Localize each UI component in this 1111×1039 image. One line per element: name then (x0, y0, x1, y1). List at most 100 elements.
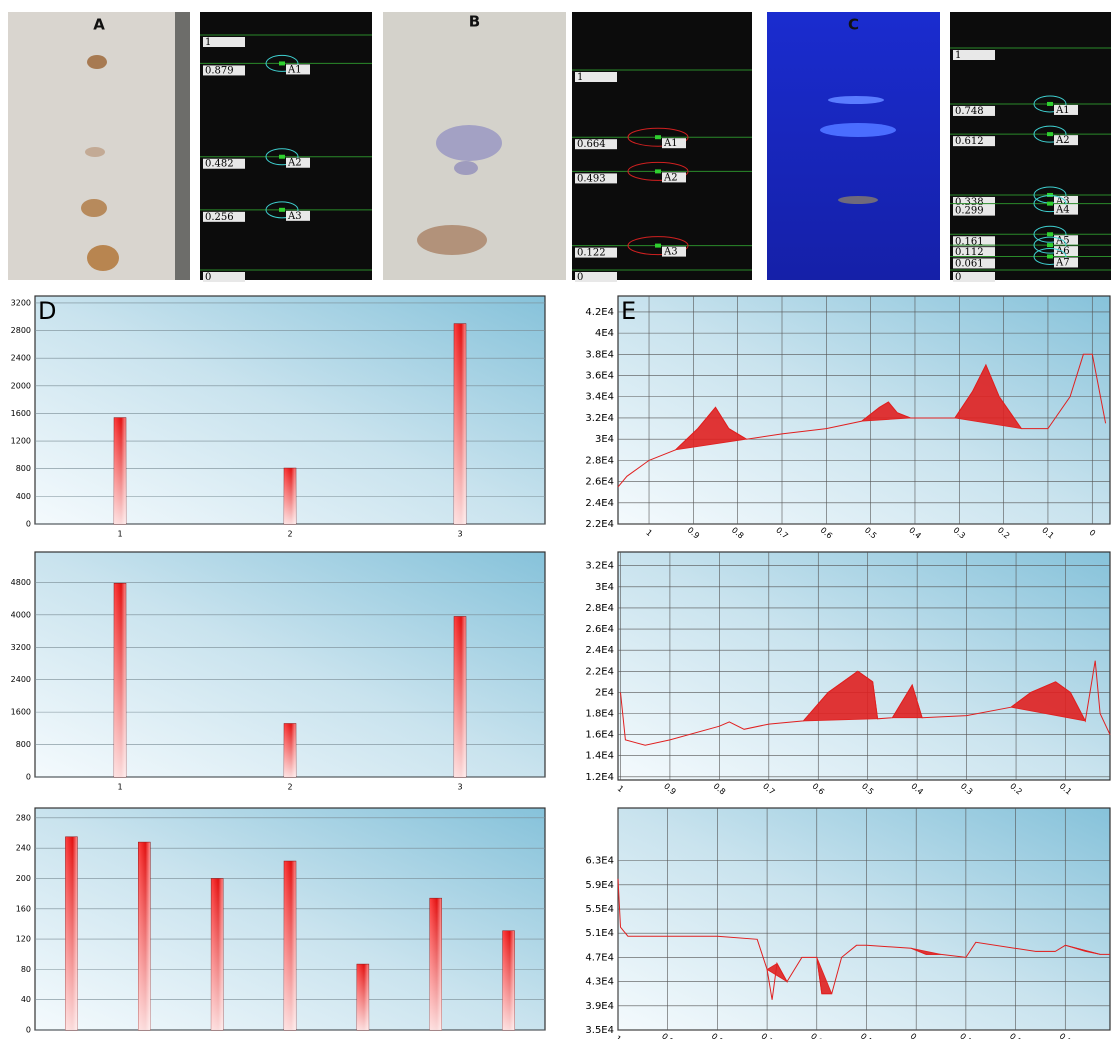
spot-dot (1047, 254, 1053, 258)
x-tick-label: 0.2 (1008, 1031, 1024, 1039)
x-tick-label: 2 (287, 530, 292, 539)
spot-dot (279, 208, 285, 212)
photo (8, 12, 190, 280)
y-tick-label: 800 (16, 740, 31, 749)
x-tick-label: 0.8 (710, 1031, 726, 1039)
y-tick-label: 2.8E4 (585, 455, 614, 466)
y-tick-label: 3E4 (595, 434, 614, 445)
x-tick-label: 1 (117, 530, 122, 539)
x-tick-label: 0.4 (909, 781, 925, 796)
photo-spot (820, 123, 896, 137)
rf-label: 1 (205, 37, 211, 48)
photo-spot (454, 161, 478, 175)
y-tick-label: 800 (16, 464, 31, 473)
bar-shine (284, 861, 296, 1030)
spot-dot (655, 169, 661, 173)
x-tick-label: 0.1 (1058, 1031, 1074, 1039)
rf-label: 0.748 (955, 106, 984, 117)
plot-area (618, 808, 1110, 1030)
spot-label: A1 (1055, 105, 1070, 116)
x-tick-label: 0.5 (859, 1031, 875, 1039)
y-tick-label: 3.8E4 (585, 349, 614, 360)
x-tick-label: 1 (644, 528, 654, 538)
rf-label: 1 (577, 72, 583, 83)
plate-label: C (848, 16, 859, 34)
densitogram (200, 12, 372, 280)
photo-spot (436, 125, 502, 161)
rf-label: 1 (955, 50, 961, 61)
x-tick-label: 1 (613, 1034, 623, 1039)
photo-spot (417, 225, 487, 255)
y-tick-label: 2.6E4 (585, 624, 614, 635)
bar-shine (284, 723, 296, 777)
y-tick-label: 1.4E4 (585, 751, 614, 762)
x-tick-label: 0.6 (819, 525, 835, 540)
bar-shine (284, 468, 296, 524)
y-tick-label: 0 (26, 520, 31, 529)
x-tick-label: 0.9 (660, 1031, 676, 1039)
y-tick-label: 4000 (11, 610, 31, 619)
rf-label: 0.256 (205, 212, 234, 223)
figure: A10.879A10.482A20.256A30B10.664A10.493A2… (0, 0, 1111, 1039)
y-tick-label: 3E4 (595, 582, 614, 593)
x-tick-label: 0.1 (1040, 525, 1056, 540)
x-tick-label: 0.7 (759, 1031, 775, 1039)
y-tick-label: 3.2E4 (585, 561, 614, 572)
y-tick-label: 1.2E4 (585, 772, 614, 783)
x-tick-label: 0.9 (662, 781, 678, 796)
plot-area (618, 296, 1110, 524)
x-tick-label: 0.4 (907, 525, 923, 540)
x-tick-label: 0.6 (809, 1031, 825, 1039)
y-tick-label: 4E4 (595, 328, 614, 339)
photo-spot (85, 147, 105, 157)
panel-label: E (621, 297, 636, 325)
y-tick-label: 200 (16, 874, 31, 883)
photo (767, 12, 940, 280)
bar-shine (114, 583, 126, 777)
x-tick-label: 0.3 (958, 1031, 974, 1039)
bar-shine (454, 324, 466, 524)
photo-spot (87, 55, 107, 69)
y-tick-label: 2.2E4 (585, 666, 614, 677)
y-tick-label: 0 (26, 1026, 31, 1035)
y-tick-label: 1.8E4 (585, 709, 614, 720)
rf-label: 0.299 (955, 206, 984, 217)
spot-label: A2 (287, 158, 302, 169)
y-tick-label: 120 (16, 935, 31, 944)
x-tick-label: 3 (457, 783, 462, 792)
y-tick-label: 2000 (11, 381, 31, 390)
y-tick-label: 40 (21, 995, 31, 1004)
spot-label: A1 (287, 64, 302, 75)
y-tick-label: 2400 (11, 675, 31, 684)
rf-label: 0.612 (955, 136, 984, 147)
spot-label: A1 (663, 138, 678, 149)
y-tick-label: 1600 (11, 409, 31, 418)
x-tick-label: 0.5 (863, 525, 879, 540)
plate-label: A (93, 16, 105, 34)
spot-label: A2 (663, 172, 678, 183)
spot-dot (655, 244, 661, 248)
rf-label: 0.061 (955, 258, 984, 269)
y-tick-label: 1.6E4 (585, 730, 614, 741)
bar-shine (357, 964, 369, 1030)
y-tick-label: 3.6E4 (585, 371, 614, 382)
y-tick-label: 4.2E4 (585, 307, 614, 318)
y-tick-label: 6.3E4 (585, 856, 614, 867)
rf-label: 0.493 (577, 173, 606, 184)
x-tick-label: 0.4 (908, 1031, 924, 1039)
bar-shine (211, 878, 223, 1030)
spot-dot (279, 61, 285, 65)
spot-dot (279, 155, 285, 159)
spot-label: A4 (1055, 205, 1070, 216)
x-tick-label: 0.9 (686, 525, 702, 540)
y-tick-label: 280 (16, 813, 31, 822)
spot-label: A7 (1055, 257, 1070, 268)
x-tick-label: 0.6 (810, 781, 826, 796)
x-tick-label: 0.7 (761, 781, 777, 796)
x-tick-label: 3 (457, 530, 462, 539)
rf-label: 0 (577, 272, 583, 283)
x-tick-label: 0.2 (996, 525, 1012, 540)
y-tick-label: 2E4 (595, 687, 614, 698)
rf-label: 0 (955, 272, 961, 283)
y-tick-label: 1200 (11, 437, 31, 446)
